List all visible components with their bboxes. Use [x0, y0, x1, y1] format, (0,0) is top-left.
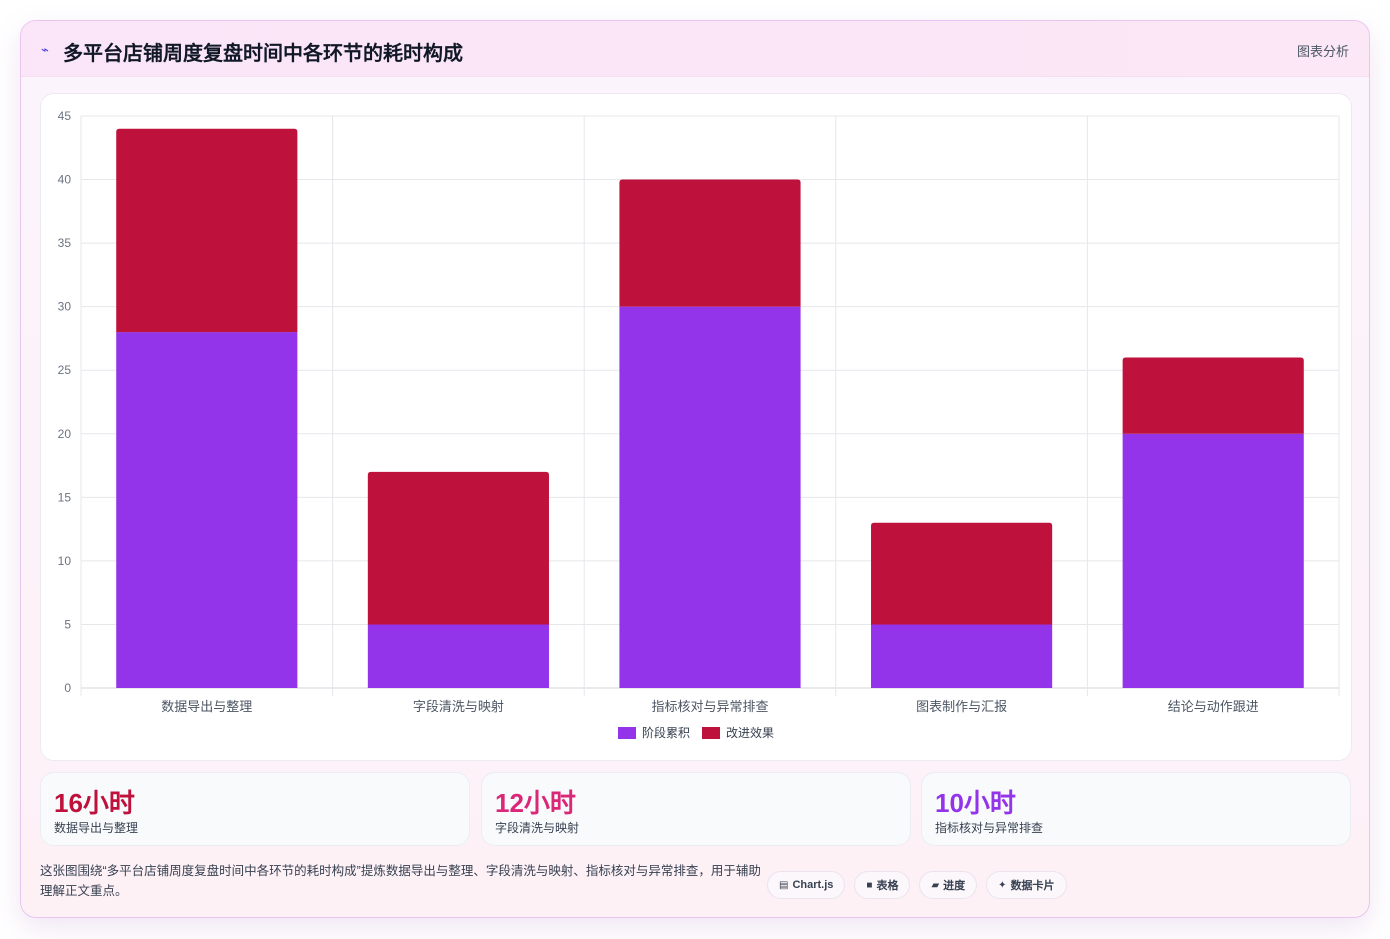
chart-panel: 0 5 10 15 20 25 30 35 40 45 数据导出与整理 字段清洗与映射 指标核对与异常排… — [40, 93, 1352, 761]
legend-swatch — [702, 726, 720, 739]
legend-label: 阶段累积 — [641, 726, 690, 740]
y-tick-label: 10 — [58, 554, 72, 568]
card-header: ⌁ 多平台店铺周度复盘时间中各环节的耗时构成 图表分析 — [21, 21, 1369, 77]
bar-segment — [871, 522, 1053, 625]
bar-segment — [619, 306, 801, 688]
legend-swatch — [617, 726, 636, 739]
stat-value: 12小时 — [495, 788, 576, 818]
bar-segment — [1122, 433, 1304, 688]
bar-segment — [619, 179, 801, 307]
stat-label: 指标核对与异常排查 — [935, 821, 1044, 835]
y-tick-label: 35 — [58, 236, 72, 250]
data-card-icon: ✦ — [998, 879, 1007, 891]
legend-item[interactable]: 改进效果 — [702, 724, 774, 741]
stat-value: 10小时 — [935, 788, 1016, 818]
y-tick-label: 5 — [64, 617, 71, 631]
y-tick-label: 20 — [58, 427, 72, 441]
chart-description: 这张图围绕“多平台店铺周度复盘时间中各环节的耗时构成”提炼数据导出与整理、字段清… — [40, 864, 761, 898]
bar-segment — [367, 471, 549, 625]
legend-item[interactable]: 阶段累积 — [617, 724, 690, 741]
stat-card: 12小时 字段清洗与映射 — [481, 772, 911, 846]
bar-segment — [871, 624, 1053, 688]
stat-label: 字段清洗与映射 — [495, 821, 580, 835]
stat-label: 数据导出与整理 — [54, 821, 139, 835]
chart-legend: 阶段累积 改进效果 — [41, 724, 1351, 741]
tag-chips: ▤ Chart.js ■ 表格 ▰ 进度 ✦ 数据卡片 — [767, 871, 1067, 899]
legend-label: 改进效果 — [726, 726, 775, 740]
chart-analysis-tag: 图表分析 — [1296, 44, 1349, 59]
x-tick-label: 字段清洗与映射 — [413, 699, 504, 714]
chip-label: 数据卡片 — [1010, 880, 1055, 892]
stat-value: 16小时 — [54, 788, 135, 818]
chart-icon: ▤ — [779, 879, 789, 891]
y-tick-label: 40 — [58, 173, 72, 187]
chip-data-card[interactable]: ✦ 数据卡片 — [986, 871, 1067, 899]
chip-label: Chart.js — [792, 879, 834, 891]
x-tick-label: 指标核对与异常排查 — [651, 699, 768, 714]
stat-cards: 16小时 数据导出与整理 12小时 字段清洗与映射 10小时 指标核对与异常排查 — [40, 772, 1352, 846]
y-tick-label: 15 — [58, 490, 72, 504]
x-tick-label: 图表制作与汇报 — [916, 699, 1007, 714]
table-icon: ■ — [866, 879, 873, 891]
trend-icon: ⌁ — [41, 42, 49, 57]
y-tick-label: 30 — [58, 300, 72, 314]
stat-card: 10小时 指标核对与异常排查 — [921, 772, 1351, 846]
stacked-bar-chart: 0 5 10 15 20 25 30 35 40 45 数据导出与整理 字段清洗与映射 指标核对与异常排… — [58, 109, 1340, 714]
bar-segment — [367, 624, 549, 688]
progress-icon: ▰ — [931, 879, 940, 891]
y-tick-label: 45 — [58, 109, 72, 123]
chip-label: 进度 — [943, 880, 966, 892]
stat-card: 16小时 数据导出与整理 — [40, 772, 470, 846]
chip-table[interactable]: ■ 表格 — [854, 871, 911, 899]
chip-chartjs[interactable]: ▤ Chart.js — [767, 871, 846, 899]
y-tick-label: 0 — [64, 681, 71, 695]
bar-segment — [116, 128, 298, 333]
y-tick-label: 25 — [58, 363, 72, 377]
x-tick-label: 结论与动作跟进 — [1168, 699, 1259, 714]
chip-progress[interactable]: ▰ 进度 — [919, 871, 978, 899]
chip-label: 表格 — [876, 880, 899, 892]
x-tick-label: 数据导出与整理 — [161, 699, 252, 714]
bar-segment — [116, 332, 298, 688]
chart-card: ⌁ 多平台店铺周度复盘时间中各环节的耗时构成 图表分析 0 5 10 15 20 25 30… — [20, 20, 1370, 918]
bar-segment — [1122, 357, 1304, 434]
page-title: 多平台店铺周度复盘时间中各环节的耗时构成 — [63, 43, 463, 65]
